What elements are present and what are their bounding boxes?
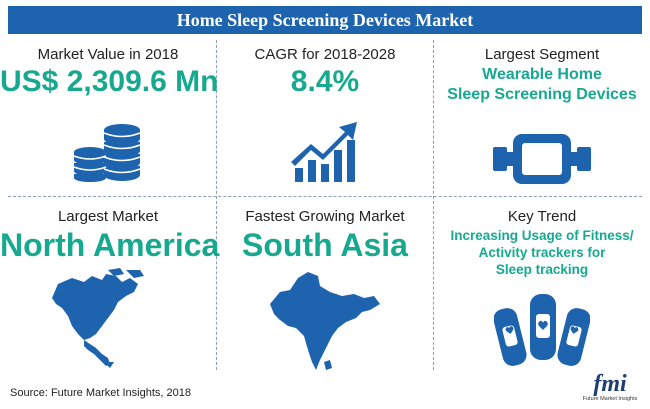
logo-text: fmi [593,371,627,397]
north-america-map-icon [52,268,144,368]
card-cagr: CAGR for 2018-2028 8.4% [217,46,433,99]
divider-vertical-1 [216,40,217,370]
largest-segment-line1: Wearable Home [482,66,602,83]
south-asia-map-icon [270,272,380,370]
largest-segment-line2: Sleep Screening Devices [447,86,637,103]
growth-chart-icon [291,122,357,182]
key-trend-label: Key Trend [507,208,577,225]
key-trend-line3: Sleep tracking [495,262,589,277]
card-largest-market: Largest Market North America [0,208,220,263]
card-largest-segment: Largest Segment Wearable Home Sleep Scre… [434,46,650,105]
fastest-growing-figure: South Asia [242,227,408,263]
market-value-label: Market Value in 2018 [37,46,179,63]
source-note: Source: Future Market Insights, 2018 [10,387,191,399]
divider-horizontal [8,196,642,197]
infographic-grid: Market Value in 2018 US$ 2,309.6 Mn CAGR… [0,36,650,376]
divider-vertical-2 [433,40,434,370]
largest-segment-label: Largest Segment [484,46,600,63]
card-market-value: Market Value in 2018 US$ 2,309.6 Mn [0,46,219,99]
page-title-banner: Home Sleep Screening Devices Market [8,6,642,34]
key-trend-line1: Increasing Usage of Fitness/ [450,228,634,243]
largest-market-label: Largest Market [57,208,159,225]
fmi-logo: fmi Future Market Insights [578,372,642,406]
cagr-label: CAGR for 2018-2028 [254,46,396,63]
market-value-figure: US$ 2,309.6 Mn [0,65,219,98]
card-fastest-growing: Fastest Growing Market South Asia [217,208,433,263]
fitness-bands-icon [494,294,590,366]
logo-subtitle: Future Market Insights [582,396,638,402]
fastest-growing-label: Fastest Growing Market [245,208,405,225]
page-title: Home Sleep Screening Devices Market [176,9,474,30]
key-trend-line2: Activity trackers for [478,245,606,260]
wearable-device-icon [493,134,591,184]
card-key-trend: Key Trend Increasing Usage of Fitness/ A… [434,208,650,278]
cagr-figure: 8.4% [290,65,360,98]
largest-market-figure: North America [0,227,220,263]
coins-stack-icon [73,124,141,182]
